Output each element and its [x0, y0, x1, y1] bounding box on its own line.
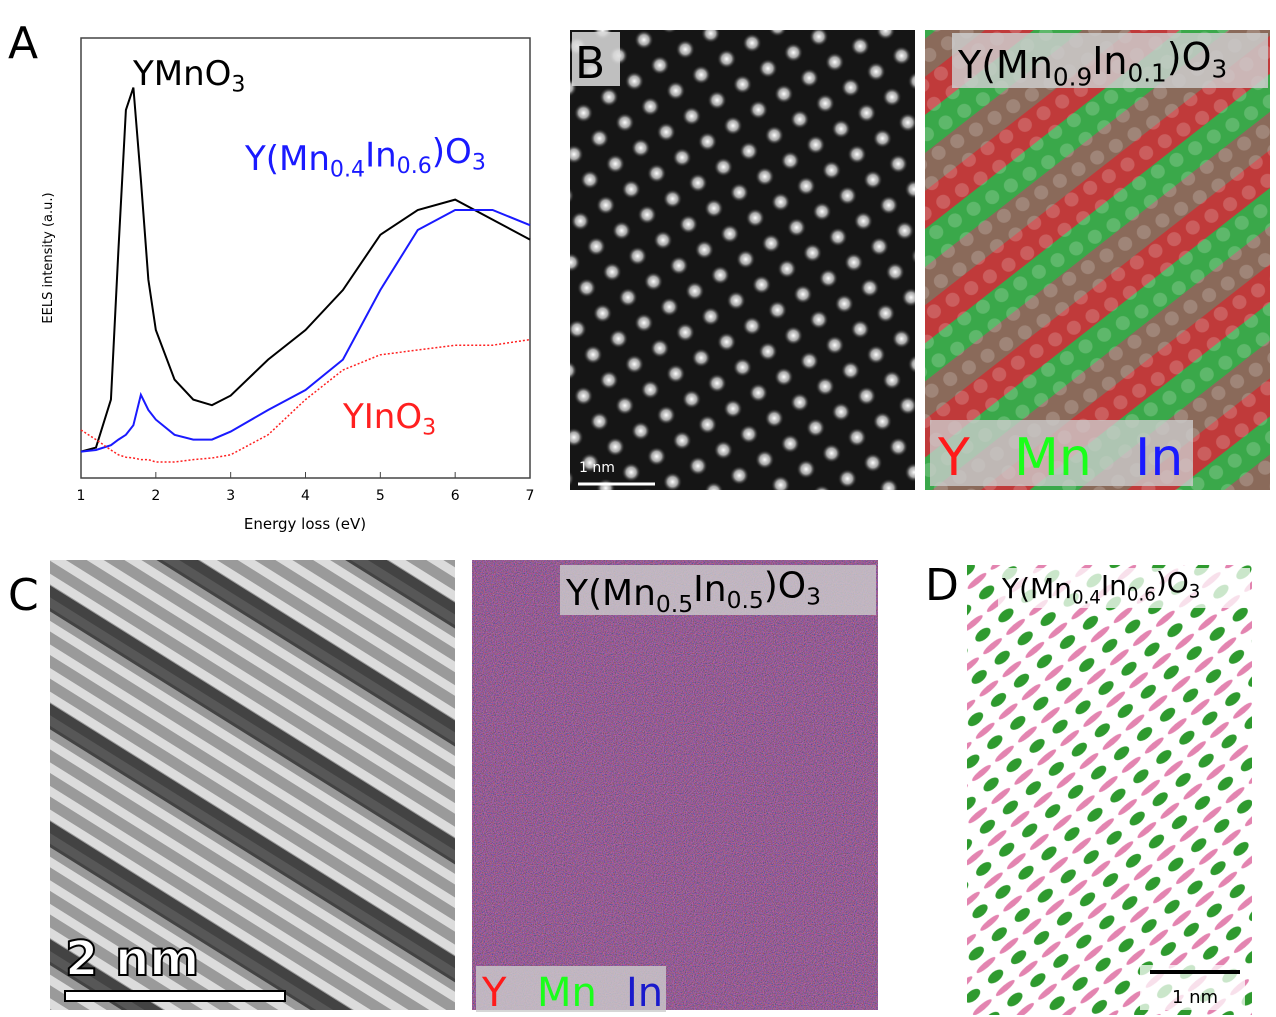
x-tick-label: 7 [526, 488, 535, 504]
chart: Energy loss (eV) EELS intensity (a.u.) 1… [41, 38, 534, 533]
series-label: YInO3 [342, 397, 436, 441]
series-label: YMnO3 [132, 54, 245, 98]
spectrum-line [81, 340, 530, 462]
scale-bar [65, 991, 285, 1001]
x-tick-label: 4 [301, 488, 310, 504]
plot-frame [81, 38, 530, 478]
panel-label: A [8, 18, 38, 69]
element-label: Y [937, 428, 970, 488]
x-tick-label: 3 [226, 488, 235, 504]
simulated-image [967, 565, 1252, 1015]
panel-label: B [575, 38, 605, 89]
scale-bar-label: 1 nm [1172, 987, 1218, 1008]
series-label: Y(Mn0.4In0.6)O3 [244, 132, 486, 183]
x-tick-label: 2 [151, 488, 160, 504]
stem-image [570, 30, 915, 490]
element-label: Mn [1014, 428, 1092, 488]
x-axis-label: Energy loss (eV) [244, 515, 366, 533]
x-tick-label: 1 [77, 488, 86, 504]
eds-map [472, 560, 878, 1010]
element-label: In [626, 970, 663, 1016]
scale-bar-label: 2 nm [65, 931, 199, 987]
y-axis-label: EELS intensity (a.u.) [41, 192, 56, 323]
panel-label: C [8, 570, 39, 621]
scale-bar-label: 1 nm [579, 460, 615, 476]
element-label: Y [481, 970, 507, 1016]
panel-label: D [925, 560, 959, 611]
figure: A B C D Y(Mn0.9In0.1)O3 Y Mn In 1 nm 2 n… [0, 0, 1276, 1017]
element-label: Mn [537, 970, 597, 1016]
x-tick-label: 5 [376, 488, 385, 504]
element-label: In [1135, 428, 1183, 488]
x-tick-label: 6 [451, 488, 460, 504]
